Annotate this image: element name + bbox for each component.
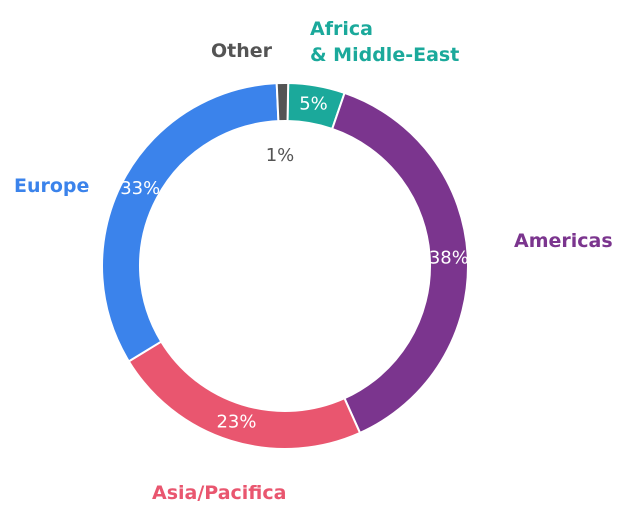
donut-segment	[127, 340, 362, 450]
value-label: 38%	[429, 248, 469, 269]
value-label: 23%	[216, 412, 256, 433]
category-label: Asia/Pacifica	[152, 482, 287, 504]
category-label: Europe	[14, 175, 90, 197]
donut-segment	[101, 82, 280, 363]
category-label: Americas	[514, 230, 613, 252]
donut-segment	[275, 82, 290, 123]
value-label: 1%	[266, 145, 295, 166]
category-label: Other	[211, 40, 273, 62]
category-label: Africa & Middle-East	[310, 18, 460, 66]
value-label: 5%	[299, 93, 328, 114]
value-label: 33%	[120, 178, 160, 199]
